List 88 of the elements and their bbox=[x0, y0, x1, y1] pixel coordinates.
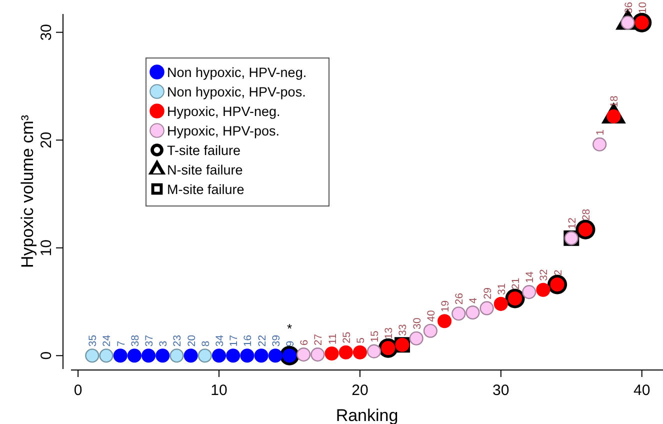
point bbox=[522, 285, 536, 300]
x-tick-label: 30 bbox=[492, 382, 510, 399]
annotation: 19 bbox=[440, 300, 452, 312]
annotation: 30 bbox=[411, 318, 424, 330]
point bbox=[113, 348, 128, 363]
x-tick-label: 20 bbox=[352, 382, 368, 399]
annotation: 6 bbox=[298, 340, 311, 346]
annotation: 2 bbox=[552, 270, 564, 276]
annotation: 31 bbox=[496, 283, 508, 295]
annotation: 25 bbox=[340, 332, 353, 344]
y-tick-label: 10 bbox=[38, 240, 55, 256]
annotation: 18 bbox=[608, 96, 621, 108]
point bbox=[437, 314, 452, 328]
point bbox=[367, 344, 382, 358]
y-tick-label: 20 bbox=[38, 132, 55, 148]
legend-label: Non hypoxic, HPV-neg. bbox=[167, 65, 307, 80]
point bbox=[156, 348, 170, 363]
annotation: 35 bbox=[87, 334, 100, 347]
point bbox=[352, 345, 367, 360]
annotation: 27 bbox=[312, 334, 325, 346]
annotation: 8 bbox=[200, 340, 212, 347]
point bbox=[141, 348, 156, 363]
point bbox=[240, 348, 254, 363]
annotation: 28 bbox=[580, 208, 592, 221]
point bbox=[184, 348, 198, 363]
annotation: 7 bbox=[115, 340, 128, 347]
annotation: 9 bbox=[284, 340, 296, 347]
annotation: 10 bbox=[636, 2, 649, 14]
annotation: 29 bbox=[482, 287, 494, 300]
annotation: 16 bbox=[242, 334, 254, 347]
annotation: 21 bbox=[510, 278, 522, 290]
annotation: 38 bbox=[129, 334, 142, 347]
legend-label: T-site failure bbox=[167, 143, 241, 158]
point bbox=[409, 331, 424, 346]
annotation: 12 bbox=[566, 217, 578, 230]
annotation: 17 bbox=[228, 334, 240, 347]
annotation: 22 bbox=[256, 334, 268, 347]
legend-label: Hypoxic, HPV-pos. bbox=[167, 124, 280, 138]
annotation: 13 bbox=[383, 327, 396, 340]
point bbox=[99, 348, 114, 363]
y-tick-label: 30 bbox=[38, 24, 55, 41]
annotation: 5 bbox=[354, 337, 367, 344]
point bbox=[268, 348, 282, 363]
annotation: 1 bbox=[594, 129, 607, 136]
point bbox=[212, 348, 226, 363]
annotation: 3 bbox=[158, 340, 170, 347]
x-tick-label: 0 bbox=[74, 382, 82, 399]
annotation: 33 bbox=[397, 324, 410, 336]
annotation: 34 bbox=[214, 334, 226, 347]
point bbox=[85, 348, 100, 363]
point bbox=[324, 346, 339, 360]
annotation: 40 bbox=[425, 310, 438, 322]
legend-label: M-site failure bbox=[167, 182, 244, 197]
annotation: 20 bbox=[186, 334, 198, 347]
point bbox=[452, 306, 466, 321]
annotation: 26 bbox=[454, 292, 466, 305]
point bbox=[338, 345, 353, 360]
annotation: 23 bbox=[172, 334, 184, 347]
y-axis-title: Hypoxic volume cm³ bbox=[18, 114, 37, 268]
point bbox=[226, 348, 240, 363]
annotation: 15 bbox=[369, 330, 382, 342]
annotation: 37 bbox=[144, 334, 156, 347]
point bbox=[127, 348, 142, 363]
point bbox=[254, 348, 268, 363]
annotation: 11 bbox=[326, 333, 339, 344]
annotation: 39 bbox=[270, 334, 282, 347]
legend-label: Hypoxic, HPV-neg. bbox=[167, 104, 280, 119]
point bbox=[480, 301, 494, 316]
y-tick-label: 0 bbox=[38, 351, 55, 360]
legend-label: N-site failure bbox=[167, 162, 243, 178]
legend-label: Non hypoxic, HPV-pos. bbox=[167, 84, 306, 100]
point bbox=[310, 348, 325, 362]
annotation: * bbox=[286, 320, 292, 336]
annotation: 4 bbox=[468, 298, 480, 304]
annotation: 32 bbox=[538, 269, 550, 281]
x-tick-label: 10 bbox=[210, 382, 228, 399]
point bbox=[423, 324, 438, 338]
point bbox=[592, 137, 607, 152]
point bbox=[466, 306, 480, 320]
point bbox=[494, 296, 508, 311]
point bbox=[536, 282, 550, 297]
annotation: 36 bbox=[622, 2, 635, 14]
point bbox=[296, 348, 311, 362]
annotation: 24 bbox=[101, 334, 114, 347]
point bbox=[170, 348, 184, 363]
x-tick-label: 40 bbox=[634, 382, 650, 399]
point bbox=[198, 348, 212, 363]
annotation: 14 bbox=[524, 271, 536, 284]
